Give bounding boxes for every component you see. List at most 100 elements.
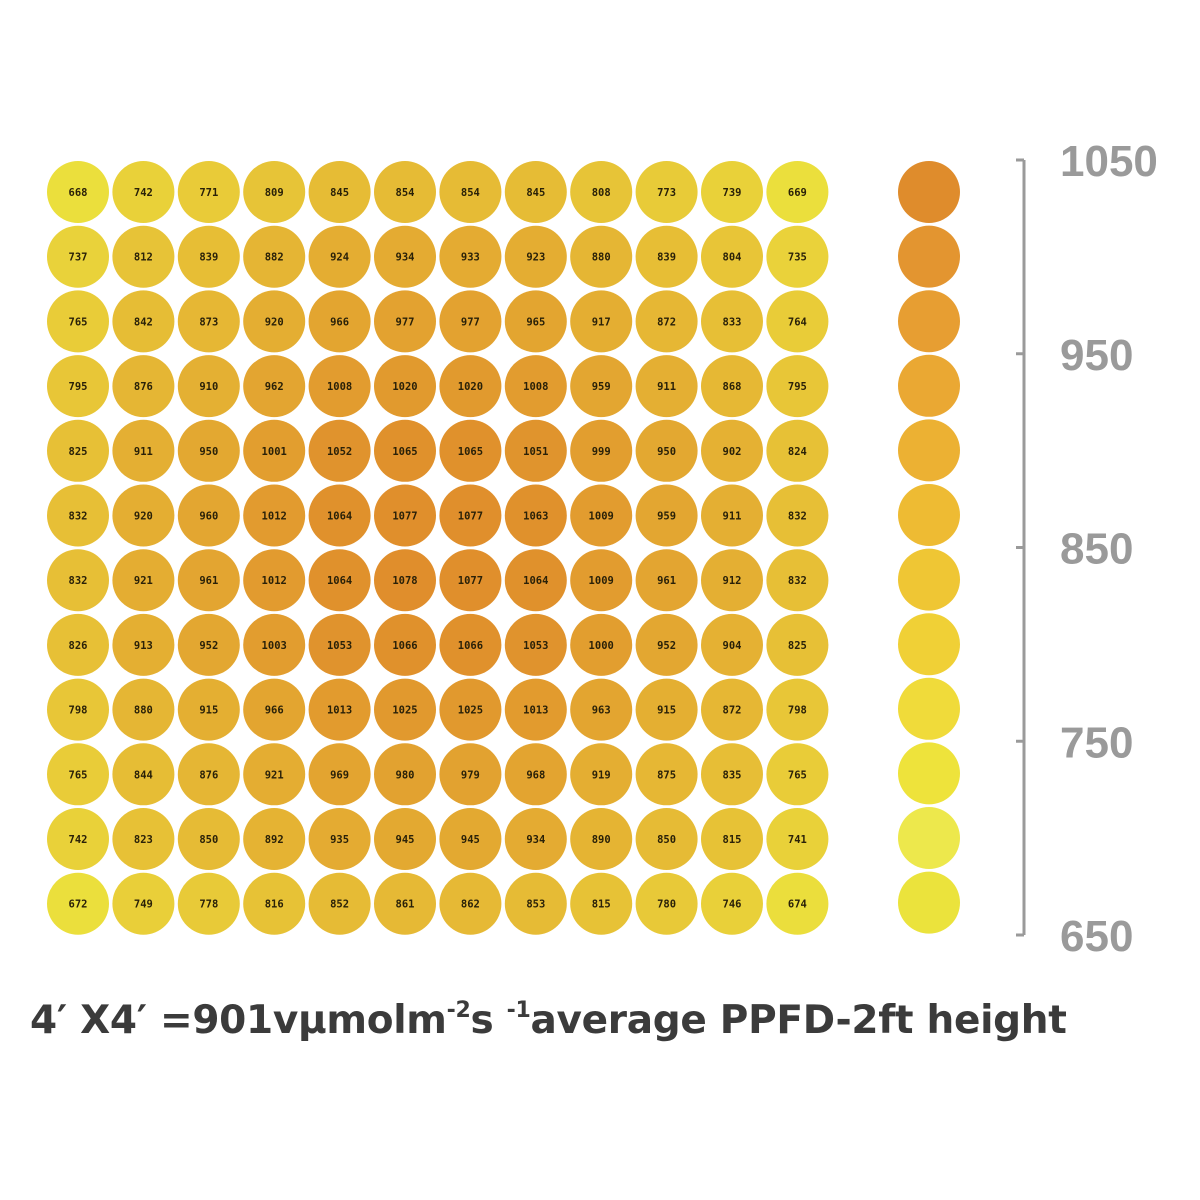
ppfd-cell-value: 1008 xyxy=(523,381,548,393)
ppfd-cell xyxy=(243,872,306,935)
ppfd-cell-value: 765 xyxy=(788,769,807,781)
ppfd-cell xyxy=(635,355,698,418)
ppfd-cell-value: 965 xyxy=(526,316,545,328)
ppfd-cell xyxy=(374,808,436,870)
ppfd-cell-value: 668 xyxy=(69,187,88,199)
ppfd-cell xyxy=(635,613,698,676)
ppfd-cell xyxy=(504,743,567,806)
ppfd-cell-value: 977 xyxy=(396,316,415,328)
ppfd-cell xyxy=(177,225,240,288)
ppfd-cell xyxy=(308,549,371,612)
ppfd-cell xyxy=(439,743,502,806)
ppfd-cell xyxy=(439,808,502,870)
ppfd-cell xyxy=(439,484,502,547)
ppfd-cell-value: 961 xyxy=(199,575,218,587)
ppfd-cell xyxy=(504,678,567,741)
ppfd-cell xyxy=(374,290,436,353)
ppfd-cell xyxy=(47,808,109,870)
chart-caption: 4′ X4′ =901vμmolm-2s -1average PPFD-2ft … xyxy=(30,998,1180,1068)
ppfd-cell-value: 917 xyxy=(592,316,611,328)
ppfd-cell-value: 804 xyxy=(723,252,742,264)
ppfd-cell xyxy=(635,290,698,353)
ppfd-cell xyxy=(308,355,371,418)
ppfd-cell xyxy=(374,613,436,676)
scale-tick-label: 750 xyxy=(1060,718,1133,767)
ppfd-cell xyxy=(570,484,633,547)
ppfd-cell-value: 868 xyxy=(723,381,742,393)
ppfd-cell xyxy=(47,419,109,482)
ppfd-cell-value: 963 xyxy=(592,705,611,717)
ppfd-cell-value: 979 xyxy=(461,769,480,781)
ppfd-cell-value: 825 xyxy=(69,446,88,458)
ppfd-cell-value: 672 xyxy=(69,899,88,911)
ppfd-cell xyxy=(308,419,371,482)
ppfd-cell-value: 1020 xyxy=(458,381,483,393)
ppfd-cell xyxy=(177,743,240,806)
ppfd-cell-value: 764 xyxy=(788,316,807,328)
scale-tick-label: 650 xyxy=(1060,912,1133,961)
ppfd-cell-value: 911 xyxy=(134,446,153,458)
ppfd-cell-value: 1065 xyxy=(458,446,483,458)
ppfd-cell xyxy=(47,613,109,676)
ppfd-cell xyxy=(112,290,175,353)
ppfd-cell-value: 1012 xyxy=(262,575,287,587)
ppfd-cell-value: 921 xyxy=(134,575,153,587)
ppfd-cell xyxy=(243,613,306,676)
ppfd-cell xyxy=(374,225,436,288)
ppfd-cell xyxy=(701,161,763,223)
ppfd-cell-value: 850 xyxy=(199,834,218,846)
ppfd-cell-value: 850 xyxy=(657,834,676,846)
ppfd-cell-value: 999 xyxy=(592,446,611,458)
color-scale-legend xyxy=(898,161,960,934)
ppfd-cell-value: 924 xyxy=(330,252,349,264)
ppfd-cell-value: 950 xyxy=(199,446,218,458)
ppfd-cell-value: 872 xyxy=(723,705,742,717)
ppfd-cell-value: 854 xyxy=(396,187,415,199)
ppfd-cell xyxy=(701,872,763,935)
ppfd-cell xyxy=(701,743,763,806)
ppfd-cell xyxy=(439,225,502,288)
ppfd-cell xyxy=(701,808,763,870)
ppfd-cell xyxy=(570,743,633,806)
ppfd-cell-value: 1063 xyxy=(523,511,548,523)
ppfd-cell-value: 812 xyxy=(134,252,153,264)
ppfd-cell-value: 1066 xyxy=(392,640,417,652)
ppfd-cell xyxy=(112,419,175,482)
ppfd-cell-value: 798 xyxy=(69,705,88,717)
ppfd-cell-value: 902 xyxy=(723,446,742,458)
ppfd-cell-value: 876 xyxy=(199,769,218,781)
ppfd-cell xyxy=(112,549,175,612)
ppfd-cell-value: 1001 xyxy=(262,446,287,458)
ppfd-cell-value: 1078 xyxy=(392,575,417,587)
ppfd-cell-value: 845 xyxy=(526,187,545,199)
ppfd-cell xyxy=(701,484,763,547)
ppfd-cell xyxy=(47,743,109,806)
ppfd-cell xyxy=(570,613,633,676)
ppfd-cell xyxy=(635,872,698,935)
ppfd-cell xyxy=(47,549,109,612)
ppfd-cell xyxy=(112,225,175,288)
ppfd-cell xyxy=(112,484,175,547)
ppfd-cell xyxy=(177,678,240,741)
ppfd-cell xyxy=(766,484,829,547)
ppfd-cell xyxy=(308,484,371,547)
ppfd-cell-value: 873 xyxy=(199,316,218,328)
ppfd-cell-value: 875 xyxy=(657,769,676,781)
ppfd-cell-value: 832 xyxy=(788,575,807,587)
ppfd-cell-value: 945 xyxy=(461,834,480,846)
ppfd-cell xyxy=(308,613,371,676)
ppfd-cell xyxy=(374,678,436,741)
ppfd-cell-value: 842 xyxy=(134,316,153,328)
ppfd-cell-value: 1013 xyxy=(523,705,548,717)
ppfd-cell-value: 862 xyxy=(461,899,480,911)
ppfd-cell-value: 912 xyxy=(723,575,742,587)
ppfd-cell xyxy=(308,161,371,223)
ppfd-cell-value: 742 xyxy=(69,834,88,846)
ppfd-cell xyxy=(374,872,436,935)
ppfd-cell xyxy=(47,872,109,935)
ppfd-cell-value: 669 xyxy=(788,187,807,199)
ppfd-cell-value: 935 xyxy=(330,834,349,846)
ppfd-cell xyxy=(635,225,698,288)
ppfd-cell-value: 977 xyxy=(461,316,480,328)
ppfd-cell xyxy=(766,808,829,870)
